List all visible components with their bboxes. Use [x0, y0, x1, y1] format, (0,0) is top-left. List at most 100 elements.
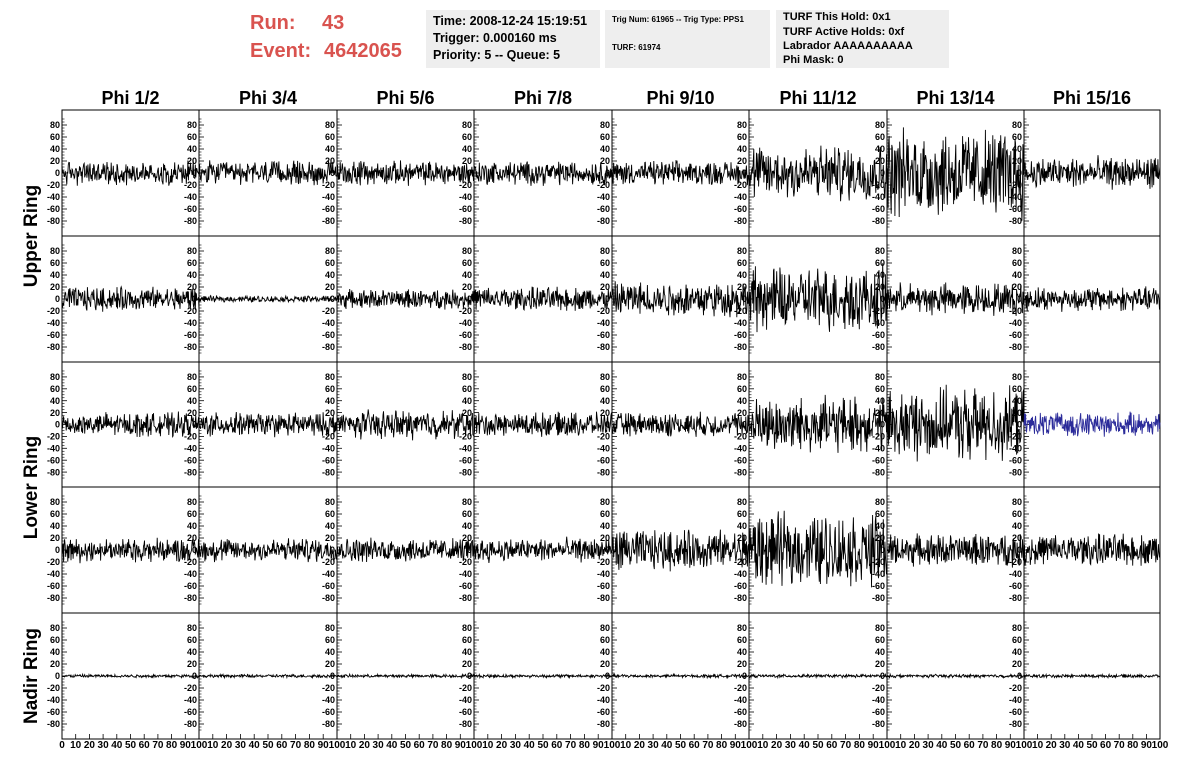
y-tick-label: 0: [55, 420, 60, 430]
y-tick-label: -20: [47, 557, 60, 567]
y-tick-label: -20: [734, 432, 747, 442]
y-tick-label: 80: [600, 497, 610, 507]
x-tick-label: 100: [604, 740, 621, 751]
y-tick-label: -20: [459, 683, 472, 693]
y-tick-label: -60: [47, 204, 60, 214]
x-tick-label: 60: [826, 740, 838, 751]
y-tick-label: -80: [47, 342, 60, 352]
x-tick-label: 60: [1100, 740, 1112, 751]
x-tick-label: 30: [1059, 740, 1071, 751]
y-tick-label: 40: [875, 270, 885, 280]
y-tick-label: 80: [600, 623, 610, 633]
y-tick-label: -20: [459, 180, 472, 190]
y-tick-label: -60: [184, 581, 197, 591]
y-tick-label: -80: [322, 467, 335, 477]
y-tick-label: 40: [187, 270, 197, 280]
y-tick-label: 20: [50, 408, 60, 418]
y-tick-label: 40: [462, 521, 472, 531]
y-tick-label: -40: [734, 192, 747, 202]
y-tick-label: 40: [737, 270, 747, 280]
x-tick-label: 90: [180, 740, 192, 751]
y-tick-label: -40: [184, 695, 197, 705]
y-tick-label: -20: [1009, 180, 1022, 190]
y-tick-label: 0: [880, 168, 885, 178]
y-tick-label: 80: [50, 246, 60, 256]
y-tick-label: 60: [50, 258, 60, 268]
y-tick-label: 60: [50, 635, 60, 645]
y-tick-label: -20: [322, 557, 335, 567]
y-tick-label: 80: [325, 497, 335, 507]
waveform-trace: [336, 409, 475, 441]
y-tick-label: 20: [325, 408, 335, 418]
y-tick-label: 20: [600, 282, 610, 292]
y-tick-label: 60: [1012, 132, 1022, 142]
waveform-trace: [886, 127, 1025, 221]
y-tick-label: 60: [875, 635, 885, 645]
y-tick-label: -20: [47, 180, 60, 190]
turf-info-box: TURF This Hold: 0x1 TURF Active Holds: 0…: [776, 10, 949, 68]
y-tick-label: -80: [597, 593, 610, 603]
x-tick-label: 50: [262, 740, 274, 751]
x-tick-label: 80: [1127, 740, 1139, 751]
run-number: 43: [322, 12, 345, 34]
y-tick-label: 20: [600, 659, 610, 669]
x-tick-label: 70: [152, 740, 164, 751]
y-tick-label: -60: [184, 204, 197, 214]
y-tick-label: 0: [55, 294, 60, 304]
y-tick-label: -40: [184, 318, 197, 328]
y-tick-label: -60: [47, 330, 60, 340]
x-tick-label: 40: [249, 740, 261, 751]
y-tick-label: 60: [737, 635, 747, 645]
x-tick-label: 40: [799, 740, 811, 751]
y-tick-label: 20: [462, 156, 472, 166]
waveform-trace: [336, 672, 475, 680]
x-tick-label: 40: [661, 740, 673, 751]
y-tick-label: 40: [187, 521, 197, 531]
waveform-trace: [336, 288, 475, 310]
waveform-trace: [748, 510, 888, 588]
y-tick-label: 20: [462, 408, 472, 418]
y-tick-label: 60: [187, 635, 197, 645]
y-tick-label: 80: [1012, 372, 1022, 382]
x-tick-label: 100: [329, 740, 346, 751]
y-tick-label: -60: [597, 707, 610, 717]
y-tick-label: -60: [734, 455, 747, 465]
x-tick-label: 10: [1032, 740, 1044, 751]
x-tick-label: 100: [191, 740, 208, 751]
y-tick-label: 0: [1017, 420, 1022, 430]
y-tick-label: -80: [1009, 593, 1022, 603]
x-tick-label: 90: [455, 740, 467, 751]
y-tick-label: 40: [737, 396, 747, 406]
y-tick-label: -60: [597, 204, 610, 214]
y-tick-label: -60: [459, 204, 472, 214]
y-tick-label: -20: [597, 180, 610, 190]
y-tick-label: -60: [459, 707, 472, 717]
waveform-trace: [611, 529, 750, 572]
y-tick-label: 60: [737, 132, 747, 142]
y-tick-label: 60: [875, 384, 885, 394]
y-tick-label: -20: [322, 180, 335, 190]
y-tick-label: 80: [462, 623, 472, 633]
y-tick-label: 80: [737, 372, 747, 382]
y-tick-label: 80: [600, 120, 610, 130]
y-tick-label: -20: [459, 306, 472, 316]
ring-label: Lower Ring: [21, 436, 42, 539]
y-tick-label: -20: [872, 432, 885, 442]
y-tick-label: -40: [47, 318, 60, 328]
y-tick-label: -20: [184, 306, 197, 316]
x-tick-label: 100: [741, 740, 758, 751]
y-tick-label: 40: [1012, 521, 1022, 531]
y-tick-label: 60: [325, 509, 335, 519]
x-tick-label: 70: [977, 740, 989, 751]
turf-active-holds-line: TURF Active Holds: 0xf: [783, 26, 905, 38]
x-tick-label: 60: [139, 740, 151, 751]
y-tick-label: -40: [184, 192, 197, 202]
y-tick-label: 20: [600, 156, 610, 166]
x-tick-label: 90: [318, 740, 330, 751]
y-tick-label: -80: [1009, 467, 1022, 477]
y-tick-label: -60: [872, 455, 885, 465]
y-tick-label: 20: [325, 659, 335, 669]
column-header: Phi 11/12: [779, 88, 856, 108]
y-tick-label: -40: [872, 192, 885, 202]
y-tick-label: -20: [184, 683, 197, 693]
